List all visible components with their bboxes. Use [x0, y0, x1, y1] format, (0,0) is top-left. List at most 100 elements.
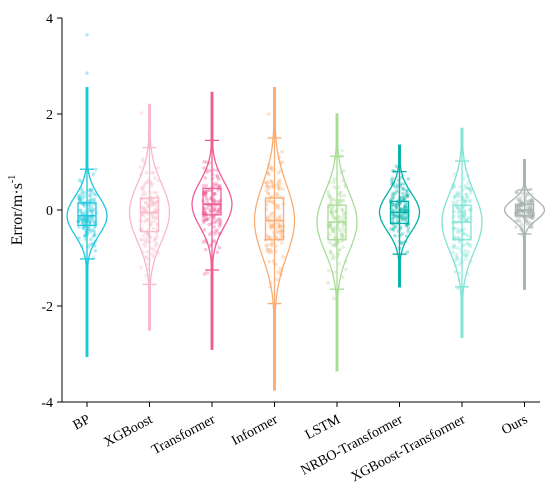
- data-point: [521, 228, 525, 232]
- data-point: [144, 171, 149, 175]
- data-point: [266, 186, 271, 191]
- data-point: [340, 148, 344, 153]
- data-point: [140, 237, 145, 242]
- data-point: [389, 227, 393, 231]
- data-point: [267, 260, 271, 264]
- data-point: [391, 226, 396, 231]
- data-point: [142, 242, 146, 247]
- data-point: [340, 207, 344, 212]
- data-point: [208, 232, 212, 236]
- data-point: [391, 191, 396, 196]
- data-point: [202, 272, 207, 276]
- data-point: [279, 236, 284, 240]
- data-point: [458, 208, 462, 212]
- data-point: [526, 211, 531, 215]
- data-point: [391, 220, 395, 224]
- data-point: [265, 171, 270, 176]
- data-point: [400, 240, 405, 245]
- data-point: [266, 191, 270, 196]
- data-point: [212, 198, 216, 203]
- data-point: [266, 192, 271, 196]
- data-point: [268, 247, 273, 252]
- data-point: [399, 175, 404, 180]
- data-point: [203, 210, 207, 215]
- data-point: [516, 204, 520, 209]
- data-point: [208, 244, 213, 248]
- data-point: [270, 168, 275, 172]
- data-point: [217, 207, 221, 212]
- data-point: [155, 234, 159, 238]
- data-point: [216, 177, 221, 181]
- data-point: [468, 188, 473, 192]
- data-point: [327, 232, 332, 236]
- data-point: [517, 198, 521, 202]
- data-point: [452, 245, 456, 250]
- data-point: [392, 202, 397, 207]
- data-point: [143, 244, 148, 249]
- data-point: [89, 237, 93, 242]
- data-point: [400, 232, 404, 236]
- data-point: [213, 192, 217, 196]
- data-point: [150, 181, 155, 186]
- data-point: [389, 178, 394, 183]
- data-point: [153, 249, 157, 254]
- data-point: [143, 207, 148, 211]
- data-point: [202, 166, 206, 170]
- data-point: [277, 221, 281, 226]
- violin-group-6: [441, 127, 483, 338]
- data-point: [401, 207, 406, 212]
- data-point: [275, 203, 280, 208]
- data-point: [270, 211, 274, 216]
- data-point: [145, 180, 149, 184]
- data-point: [400, 218, 405, 222]
- data-point: [406, 229, 410, 234]
- data-point: [465, 195, 470, 199]
- data-point: [400, 208, 404, 212]
- data-point: [405, 195, 410, 199]
- data-point: [525, 222, 530, 227]
- data-point: [468, 244, 472, 249]
- data-point: [451, 186, 456, 190]
- data-point: [277, 206, 281, 210]
- data-point: [456, 286, 460, 291]
- data-point: [515, 190, 519, 194]
- data-point: [455, 194, 460, 199]
- data-point: [216, 209, 220, 213]
- data-point: [269, 249, 274, 254]
- data-point: [329, 251, 333, 255]
- data-point: [331, 226, 335, 230]
- data-point: [519, 228, 523, 232]
- data-point: [517, 212, 521, 216]
- data-point: [89, 209, 93, 214]
- data-point: [394, 202, 399, 206]
- data-point: [451, 182, 455, 187]
- data-point: [87, 188, 91, 192]
- data-point: [403, 216, 408, 221]
- data-point: [276, 185, 281, 189]
- data-point: [453, 194, 458, 198]
- data-point: [212, 192, 217, 196]
- data-point: [456, 210, 461, 215]
- data-point: [403, 204, 407, 208]
- data-point: [520, 191, 524, 196]
- data-point: [152, 219, 156, 224]
- data-point: [267, 221, 272, 225]
- data-point: [456, 215, 461, 219]
- data-point: [278, 229, 283, 233]
- data-point: [403, 205, 407, 209]
- data-point: [153, 176, 157, 180]
- data-point: [88, 215, 92, 220]
- data-point: [326, 190, 331, 194]
- data-point: [90, 209, 94, 213]
- data-point: [528, 204, 533, 208]
- data-point: [337, 247, 342, 252]
- violin-group-4: [316, 113, 358, 372]
- data-point: [394, 206, 399, 211]
- data-point: [400, 213, 404, 217]
- data-point: [519, 198, 523, 203]
- data-point: [406, 193, 410, 197]
- data-point: [453, 194, 457, 199]
- data-point: [402, 195, 407, 200]
- data-point: [78, 217, 82, 221]
